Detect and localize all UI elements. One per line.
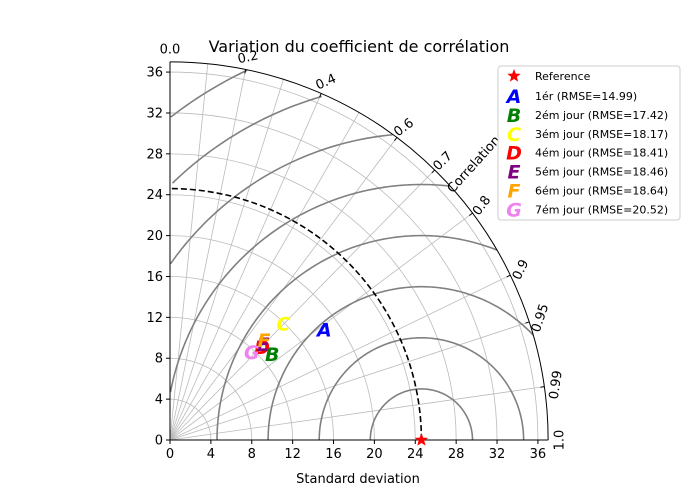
reference-std-arc bbox=[169, 187, 423, 441]
correlation-grid-line bbox=[169, 321, 530, 441]
legend: Reference A 1ér (RMSE=14.99) B 2ém jour (RMS… bbox=[497, 65, 681, 221]
y-tick-label: 28 bbox=[146, 147, 163, 162]
legend-marker: E bbox=[508, 162, 521, 184]
correlation-tick-label: 0.99 bbox=[547, 370, 566, 401]
data-point-e: E bbox=[257, 334, 270, 356]
correlation-grid-line bbox=[169, 112, 360, 441]
legend-label: 7ém jour (RMSE=20.52) bbox=[535, 203, 668, 216]
outer-correlation-arc bbox=[169, 61, 549, 441]
correlation-tick bbox=[244, 69, 247, 74]
correlation-grid-line bbox=[169, 79, 284, 441]
grid-layer bbox=[169, 63, 545, 441]
std-grid-arc bbox=[169, 71, 539, 441]
x-tick-label: 4 bbox=[207, 447, 215, 462]
correlation-tick bbox=[506, 274, 511, 278]
correlation-grid-line bbox=[169, 386, 545, 441]
legend-label: 2ém jour (RMSE=17.42) bbox=[535, 109, 668, 122]
y-tick-label: 24 bbox=[146, 188, 163, 203]
correlation-tick-label: 0.4 bbox=[314, 71, 339, 93]
legend-label: 5ém jour (RMSE=18.46) bbox=[535, 166, 668, 179]
correlation-tick-label: 1.0 bbox=[553, 430, 568, 451]
y-tick-label: 32 bbox=[146, 106, 163, 121]
legend-label: 6ém jour (RMSE=18.64) bbox=[535, 185, 668, 198]
std-grid-arc bbox=[169, 235, 375, 441]
y-tick-label: 8 bbox=[155, 352, 163, 367]
x-tick-label: 0 bbox=[166, 447, 174, 462]
std-grid-arc bbox=[169, 153, 457, 441]
correlation-tick bbox=[394, 137, 398, 141]
data-point-d: D bbox=[254, 337, 270, 359]
correlation-tick-label: 0.0 bbox=[160, 42, 181, 57]
data-point-g: G bbox=[244, 342, 260, 364]
legend-label: 1ér (RMSE=14.99) bbox=[535, 90, 637, 103]
correlation-grid-line bbox=[169, 63, 209, 441]
correlation-tick bbox=[469, 212, 473, 216]
correlation-tick bbox=[319, 93, 322, 98]
correlation-axis-label: Correlation bbox=[445, 133, 504, 196]
y-tick-label: 16 bbox=[146, 270, 163, 285]
correlation-grid-line bbox=[169, 274, 511, 441]
y-tick-label: 4 bbox=[155, 393, 163, 408]
x-tick-label: 20 bbox=[366, 447, 383, 462]
data-point-b: B bbox=[265, 344, 279, 366]
correlation-tick bbox=[525, 321, 530, 324]
legend-marker: G bbox=[506, 199, 522, 221]
legend-label: 4ém jour (RMSE=18.41) bbox=[535, 147, 668, 160]
correlation-tick-label: 0.95 bbox=[529, 302, 552, 334]
correlation-grid-line bbox=[169, 93, 322, 441]
x-tick-label: 8 bbox=[248, 447, 256, 462]
legend-marker: A bbox=[505, 86, 522, 108]
legend-marker: B bbox=[507, 105, 521, 127]
x-tick-label: 32 bbox=[489, 447, 506, 462]
legend-reference-star bbox=[507, 69, 521, 82]
legend-box bbox=[497, 65, 681, 221]
x-tick-label: 24 bbox=[407, 447, 424, 462]
correlation-tick bbox=[431, 169, 436, 174]
std-grid-arc bbox=[169, 276, 334, 441]
data-point-f: F bbox=[258, 330, 271, 352]
correlation-grid-line bbox=[169, 169, 435, 441]
x-tick-label: 12 bbox=[284, 447, 301, 462]
std-grid-arc bbox=[169, 112, 498, 441]
rmse-contour bbox=[216, 234, 497, 441]
correlation-tick bbox=[540, 386, 545, 388]
x-tick-label: 36 bbox=[530, 447, 547, 462]
x-tick-label: 16 bbox=[325, 447, 342, 462]
std-grid-arc bbox=[169, 194, 416, 441]
std-grid-arc bbox=[169, 398, 212, 441]
rmse-contour bbox=[267, 285, 534, 441]
rmse-contour bbox=[171, 95, 322, 184]
correlation-tick-label: 0.2 bbox=[236, 48, 259, 67]
y-tick-label: 12 bbox=[146, 311, 163, 326]
correlation-tick-label: 0.9 bbox=[510, 257, 533, 282]
correlation-grid-line bbox=[169, 69, 247, 441]
y-tick-label: 36 bbox=[146, 66, 163, 81]
reference-star-marker bbox=[414, 433, 429, 446]
legend-marker: D bbox=[506, 143, 522, 165]
x-tick-label: 28 bbox=[448, 447, 465, 462]
y-tick-label: 0 bbox=[155, 434, 163, 449]
data-point-a: A bbox=[315, 320, 332, 342]
legend-marker: F bbox=[508, 181, 521, 203]
rmse-contour bbox=[369, 388, 474, 441]
rmse-contour bbox=[170, 69, 248, 118]
rmse-contour bbox=[318, 336, 525, 441]
x-axis-label: Standard deviation bbox=[296, 472, 420, 487]
legend-label: 3ém jour (RMSE=18.17) bbox=[535, 128, 668, 141]
rmse-contour bbox=[169, 183, 450, 393]
chart-title: Variation du coefficient de corrélation bbox=[209, 37, 510, 56]
legend-label: Reference bbox=[535, 70, 591, 83]
rmse-contour bbox=[169, 133, 393, 265]
y-tick-label: 20 bbox=[146, 229, 163, 244]
legend-marker: C bbox=[507, 124, 521, 146]
data-point-c: C bbox=[276, 313, 290, 335]
